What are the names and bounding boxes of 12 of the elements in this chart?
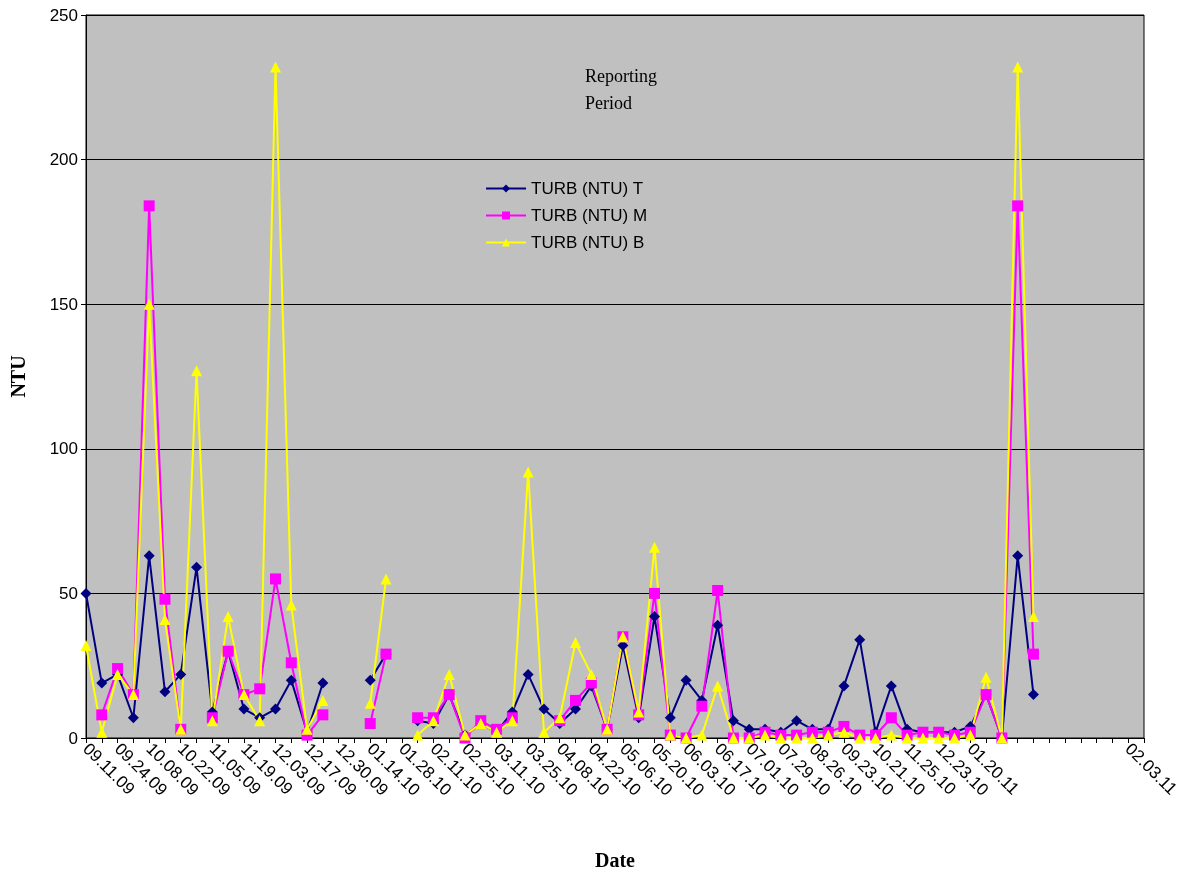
annotation: Reporting Period	[585, 65, 662, 113]
legend-label: TURB (NTU) B	[531, 233, 645, 252]
y-tick-label: 50	[59, 583, 78, 603]
y-tick-label: 100	[49, 439, 78, 459]
y-tick-label: 200	[49, 150, 78, 170]
y-axis-title: NTU	[7, 355, 29, 398]
y-tick-label: 150	[49, 294, 78, 314]
y-tick-label: 250	[49, 5, 78, 25]
legend-label: TURB (NTU) T	[531, 179, 644, 198]
x-axis-title: Date	[595, 849, 636, 871]
y-tick-label: 0	[68, 728, 78, 748]
legend-label: TURB (NTU) M	[531, 206, 648, 225]
